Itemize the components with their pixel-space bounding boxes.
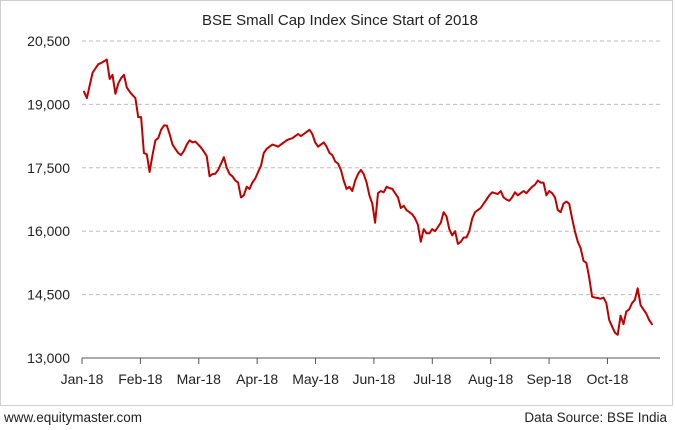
gridlines xyxy=(82,40,660,296)
x-tick-label: Oct-18 xyxy=(586,371,628,387)
data-source-label: Data Source: BSE India xyxy=(524,410,667,425)
y-tick-label: 17,500 xyxy=(27,160,70,176)
chart-frame xyxy=(0,0,673,406)
y-tick-label: 13,000 xyxy=(27,350,70,366)
chart-svg: BSE Small Cap Index Since Start of 2018 … xyxy=(27,12,660,387)
series-line xyxy=(83,58,653,336)
x-tick-label: Apr-18 xyxy=(236,371,278,387)
chart-title: BSE Small Cap Index Since Start of 2018 xyxy=(202,12,478,29)
x-tick-label: Aug-18 xyxy=(468,371,513,387)
x-axis-tick-labels: Jan-18 Feb-18 Mar-18 Apr-18 May-18 Jun-18 Jul-… xyxy=(61,371,629,387)
x-tick-label: Jul-18 xyxy=(413,371,451,387)
x-tick-label: Jun-18 xyxy=(353,371,396,387)
axes xyxy=(81,357,660,364)
series-layer xyxy=(83,58,653,336)
y-tick-label: 19,000 xyxy=(27,96,70,112)
website-label: www.equitymaster.com xyxy=(4,410,143,425)
y-tick-label: 14,500 xyxy=(27,287,70,303)
x-tick-label: Sep-18 xyxy=(526,371,571,387)
x-tick-label: May-18 xyxy=(292,371,339,387)
y-tick-label: 20,500 xyxy=(27,33,70,49)
y-tick-label: 16,000 xyxy=(27,223,70,239)
y-axis-tick-labels: 13,000 14,500 16,000 17,500 19,000 20,500 xyxy=(27,33,70,366)
x-tick-label: Feb-18 xyxy=(118,371,163,387)
x-tick-label: Jan-18 xyxy=(61,371,104,387)
x-tick-label: Mar-18 xyxy=(177,371,222,387)
